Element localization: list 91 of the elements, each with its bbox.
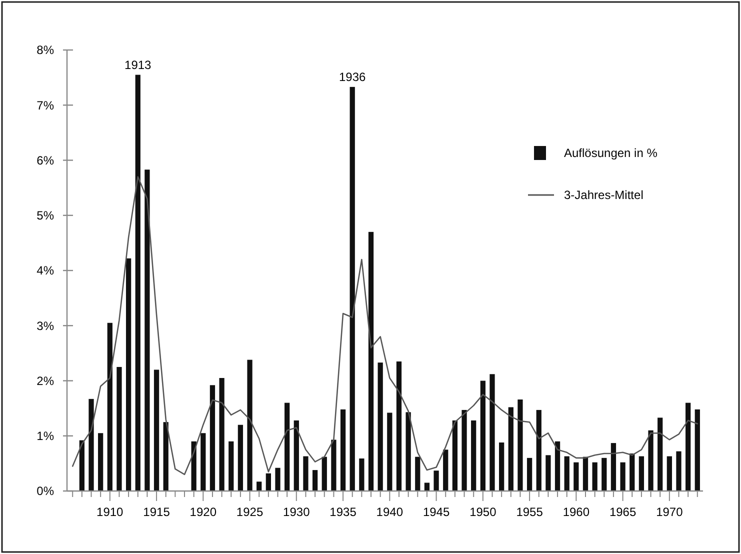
bar — [98, 433, 104, 491]
bar — [406, 412, 411, 491]
bar — [424, 482, 430, 491]
bar — [499, 442, 504, 491]
bar — [228, 441, 234, 491]
bar — [471, 420, 476, 491]
x-tick-label: 1935 — [330, 505, 357, 519]
x-tick-label: 1945 — [422, 505, 450, 519]
bar — [630, 454, 635, 491]
bar — [303, 456, 308, 491]
bar — [462, 410, 467, 491]
bar — [490, 374, 495, 491]
bar — [536, 410, 542, 491]
bar — [638, 456, 644, 491]
bar — [526, 458, 532, 491]
y-tick-label: 3% — [36, 318, 54, 333]
x-tick-label: 1960 — [562, 505, 590, 519]
bar — [275, 468, 280, 491]
bar — [116, 366, 122, 491]
bar — [359, 458, 364, 491]
annotation: 1913 — [124, 58, 152, 72]
bar — [368, 232, 374, 491]
legend-label: 3-Jahres-Mittel — [564, 188, 644, 202]
bar — [256, 482, 262, 491]
x-tick-label: 1920 — [190, 505, 217, 519]
bar — [266, 473, 271, 491]
x-tick-label: 1965 — [609, 505, 636, 519]
bar — [480, 380, 486, 491]
bar — [648, 430, 654, 491]
x-tick-label: 1925 — [236, 505, 264, 519]
bar — [331, 440, 336, 491]
legend-label: Auflösungen in % — [564, 146, 658, 160]
bar — [415, 456, 420, 491]
y-tick-label: 2% — [36, 374, 54, 388]
x-tick-label: 1910 — [96, 505, 124, 519]
bar — [554, 441, 560, 491]
bar — [79, 440, 84, 491]
y-tick-label: 0% — [36, 484, 54, 498]
bar — [452, 420, 458, 491]
y-tick-label: 4% — [36, 264, 54, 278]
bar — [200, 433, 206, 491]
bar — [582, 456, 588, 491]
bar — [508, 407, 514, 491]
bar — [378, 362, 383, 491]
bar — [518, 399, 523, 491]
bar — [322, 456, 327, 491]
bar — [340, 409, 346, 491]
x-tick-label: 1930 — [283, 505, 310, 519]
bar — [658, 418, 663, 491]
bar — [443, 450, 448, 491]
x-tick-label: 1915 — [143, 505, 170, 519]
x-tick-label: 1970 — [656, 505, 684, 519]
bar — [574, 462, 579, 491]
bar — [284, 402, 290, 491]
bar — [210, 385, 216, 491]
line-series — [72, 176, 698, 476]
bar — [294, 420, 299, 491]
x-tick-label: 1955 — [516, 505, 544, 519]
y-tick-label: 8% — [36, 43, 54, 58]
bar — [686, 402, 691, 491]
bar — [546, 455, 551, 491]
x-tick-label: 1950 — [470, 505, 497, 519]
bar — [610, 443, 616, 491]
y-tick-label: 6% — [36, 153, 54, 168]
bar — [126, 258, 132, 491]
bar — [350, 86, 355, 491]
bar — [312, 470, 318, 491]
y-tick-label: 7% — [36, 98, 54, 112]
bar — [135, 74, 140, 491]
bar — [247, 360, 252, 491]
bar — [694, 409, 700, 491]
bar — [434, 470, 439, 491]
bar — [602, 458, 607, 491]
bar — [163, 422, 168, 491]
bar — [564, 456, 570, 491]
annotation: 1936 — [339, 70, 366, 84]
bar — [387, 412, 392, 491]
bar — [592, 462, 598, 491]
x-tick-label: 1940 — [376, 505, 404, 519]
y-tick-label: 1% — [36, 429, 54, 444]
bar — [676, 451, 682, 491]
bar — [144, 170, 150, 491]
bar — [666, 456, 672, 491]
bar — [620, 462, 626, 491]
bar — [88, 398, 94, 491]
bar — [396, 361, 402, 491]
bar — [219, 378, 224, 491]
bar — [107, 322, 112, 491]
bar — [238, 424, 244, 491]
bar — [154, 370, 160, 491]
y-tick-label: 5% — [36, 208, 54, 223]
